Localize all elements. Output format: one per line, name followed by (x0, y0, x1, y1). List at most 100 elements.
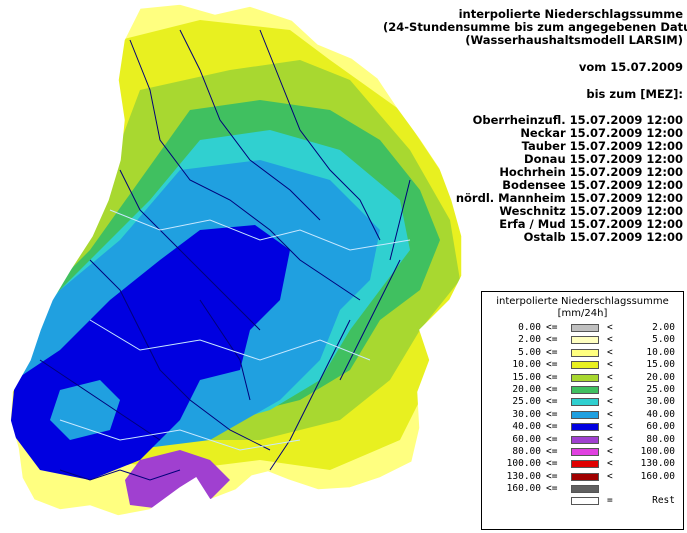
legend-unit: [mm/24h] (557, 308, 608, 319)
legend-operator: <= (546, 334, 558, 346)
legend-operator: = (607, 495, 613, 507)
legend-operator: <= (546, 346, 558, 358)
legend-operator: < (607, 470, 613, 482)
region-time-hochrhein: Hochrhein 15.07.2009 12:00 (499, 165, 683, 179)
legend-upper-bound: 30.00 (646, 396, 675, 408)
legend-lower-bound: 80.00 (512, 445, 541, 457)
legend-operator: < (607, 396, 613, 408)
legend-swatch (571, 348, 599, 357)
legend-lower-bound: 130.00 (506, 470, 541, 482)
legend-operator: <= (546, 396, 558, 408)
legend-swatch (571, 361, 599, 370)
legend-operator: <= (546, 483, 558, 495)
legend-operator: <= (546, 371, 558, 383)
legend-swatch (571, 485, 599, 494)
legend-rows: 0.00 <= <2.00 2.00 <= <5.00 5.00 <= <10.00 10.00 <… (482, 322, 683, 508)
legend-lower-bound: 20.00 (512, 383, 541, 395)
precip-zone-30-40-patch (50, 380, 120, 440)
legend-lower-bound: 60.00 (512, 433, 541, 445)
legend-swatch (571, 435, 599, 444)
header-model: (Wasserhaushaltsmodell LARSIM) (465, 33, 683, 47)
legend-operator: < (607, 445, 613, 457)
legend-row: 30.00 <= <40.00 (482, 409, 683, 421)
legend-upper-bound: 40.00 (646, 408, 675, 420)
legend-operator: < (607, 383, 613, 395)
legend-operator: < (607, 346, 613, 358)
legend-row: 130.00 <= <160.00 (482, 471, 683, 483)
header-from-date: vom 15.07.2009 (578, 60, 683, 74)
legend-row: = Rest (482, 495, 683, 507)
legend-upper-bound: 10.00 (646, 346, 675, 358)
legend-lower-bound: 10.00 (512, 359, 541, 371)
legend-upper-bound: 20.00 (646, 371, 675, 383)
legend-swatch (571, 410, 599, 419)
legend-swatch (571, 373, 599, 382)
legend-swatch (571, 324, 599, 332)
region-time-tauber: Tauber 15.07.2009 12:00 (521, 139, 683, 153)
legend-upper-bound: 60.00 (646, 421, 675, 433)
legend-row: 40.00 <= <60.00 (482, 421, 683, 433)
region-time-ostalb: Ostalb 15.07.2009 12:00 (523, 230, 683, 244)
legend-lower-bound: 25.00 (512, 396, 541, 408)
legend-operator: <= (546, 383, 558, 395)
legend-operator: <= (546, 458, 558, 470)
region-time-donau: Donau 15.07.2009 12:00 (524, 152, 683, 166)
legend-operator: < (607, 458, 613, 470)
header-subtitle: (24-Stundensumme bis zum angegebenen Dat… (383, 20, 687, 34)
legend-lower-bound: 2.00 (518, 334, 541, 346)
legend-upper-bound: 130.00 (640, 458, 675, 470)
legend-title: interpolierte Niederschlagssumme (496, 296, 669, 307)
legend-upper-bound: 160.00 (640, 470, 675, 482)
legend-lower-bound: 100.00 (506, 458, 541, 470)
legend-upper-bound: 15.00 (646, 359, 675, 371)
legend-row: 25.00 <= <30.00 (482, 396, 683, 408)
region-time-oberrheinzufl: Oberrheinzufl. 15.07.2009 12:00 (472, 113, 683, 127)
legend-lower-bound: 40.00 (512, 421, 541, 433)
legend-upper-bound: 2.00 (652, 322, 675, 333)
legend-row: 5.00 <= <10.00 (482, 347, 683, 359)
legend-operator: < (607, 371, 613, 383)
legend-operator: < (607, 334, 613, 346)
legend-upper-bound: 100.00 (640, 445, 675, 457)
legend-row: 10.00 <= <15.00 (482, 359, 683, 371)
header-until-label: bis zum [MEZ]: (586, 87, 683, 101)
legend-operator: < (607, 408, 613, 420)
legend-swatch (571, 385, 599, 394)
precipitation-map (9, 3, 463, 517)
legend-operator: < (607, 433, 613, 445)
legend-row: 20.00 <= <25.00 (482, 384, 683, 396)
legend-upper-bound: 25.00 (646, 383, 675, 395)
legend-lower-bound: 15.00 (512, 371, 541, 383)
legend-row: 15.00 <= <20.00 (482, 372, 683, 384)
legend-row: 2.00 <= <5.00 (482, 334, 683, 346)
legend-operator: <= (546, 408, 558, 420)
legend-upper-bound: 80.00 (646, 433, 675, 445)
region-time-mannheim: nördl. Mannheim 15.07.2009 12:00 (455, 191, 683, 205)
legend-swatch (571, 460, 599, 469)
legend-operator: <= (546, 421, 558, 433)
legend-swatch (571, 472, 599, 481)
legend-operator: < (607, 322, 613, 333)
legend-row: 100.00 <= <130.00 (482, 458, 683, 470)
region-time-neckar: Neckar 15.07.2009 12:00 (520, 126, 683, 140)
legend-row: 160.00 <= (482, 483, 683, 495)
region-time-weschnitz: Weschnitz 15.07.2009 12:00 (499, 204, 683, 218)
header-title: interpolierte Niederschlagssumme (458, 7, 683, 21)
legend-lower-bound: 30.00 (512, 408, 541, 420)
region-time-bodensee: Bodensee 15.07.2009 12:00 (502, 178, 683, 192)
legend-row: 80.00 <= <100.00 (482, 446, 683, 458)
legend-swatch (571, 447, 599, 456)
legend-swatch (571, 423, 599, 432)
legend-swatch (571, 398, 599, 407)
legend-upper-bound: Rest (652, 495, 675, 507)
state-outline (9, 3, 463, 517)
legend-operator: <= (546, 445, 558, 457)
legend-operator: < (607, 359, 613, 371)
legend-lower-bound: 160.00 (506, 483, 541, 495)
legend: interpolierte Niederschlagssumme [mm/24h… (481, 291, 684, 530)
legend-operator: <= (546, 470, 558, 482)
legend-upper-bound: 5.00 (652, 334, 675, 346)
legend-row: 60.00 <= <80.00 (482, 434, 683, 446)
region-time-erfa-mud: Erfa / Mud 15.07.2009 12:00 (499, 217, 683, 231)
legend-operator: <= (546, 433, 558, 445)
